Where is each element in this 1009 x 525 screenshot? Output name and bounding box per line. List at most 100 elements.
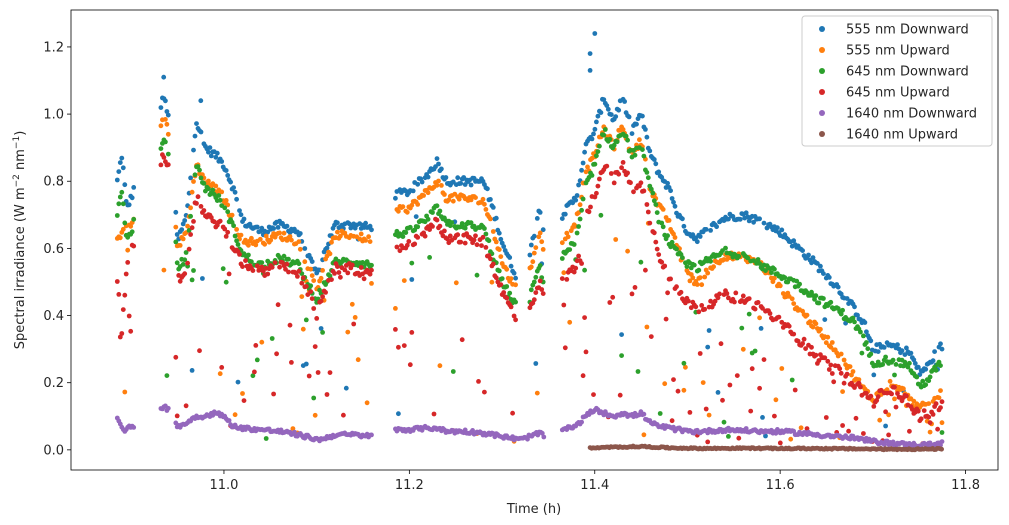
data-point — [853, 415, 859, 421]
data-point — [580, 196, 586, 202]
data-point — [450, 198, 456, 204]
data-point — [580, 160, 586, 166]
data-point — [259, 264, 265, 270]
data-point — [498, 282, 504, 287]
data-point — [231, 223, 237, 229]
data-point — [791, 301, 797, 306]
data-point — [861, 333, 866, 339]
data-point — [235, 242, 241, 247]
data-point — [122, 389, 128, 395]
data-point — [565, 234, 571, 240]
data-point — [582, 267, 587, 273]
data-point — [117, 160, 123, 166]
data-point — [797, 281, 802, 287]
data-point — [265, 271, 271, 277]
data-point — [607, 300, 613, 305]
data-point — [763, 268, 768, 273]
data-point — [513, 317, 518, 323]
data-point — [804, 426, 810, 431]
data-point — [681, 387, 687, 393]
data-point — [158, 105, 164, 110]
data-point — [690, 232, 696, 238]
data-point — [122, 220, 128, 226]
data-point — [825, 358, 831, 364]
data-point — [229, 212, 235, 218]
data-point — [821, 296, 826, 301]
data-point — [274, 351, 279, 357]
data-point — [161, 155, 167, 160]
data-point — [252, 369, 257, 375]
data-point — [223, 168, 229, 173]
data-point — [641, 153, 647, 159]
data-point — [828, 299, 834, 305]
data-point — [473, 195, 478, 201]
data-point — [838, 351, 844, 357]
data-point — [907, 360, 912, 366]
data-point — [369, 262, 374, 268]
data-point — [507, 290, 513, 296]
x-tick-label: 11.0 — [209, 478, 238, 493]
data-point — [201, 181, 207, 186]
data-point — [292, 429, 297, 435]
data-point — [829, 340, 835, 345]
data-point — [241, 216, 247, 222]
data-point — [597, 176, 602, 182]
data-point — [400, 204, 406, 210]
data-point — [595, 183, 601, 189]
data-point — [892, 372, 897, 378]
data-point — [188, 175, 194, 181]
data-point — [711, 264, 716, 270]
data-point — [403, 230, 409, 236]
legend-marker — [819, 131, 825, 137]
data-point — [740, 346, 746, 352]
data-point — [792, 387, 798, 393]
data-point — [769, 270, 774, 275]
data-point — [250, 373, 256, 379]
data-point — [911, 357, 917, 363]
data-point — [445, 236, 450, 242]
y-tick-label: 1.2 — [43, 40, 64, 55]
data-point — [795, 338, 801, 344]
data-point — [234, 196, 240, 202]
data-point — [116, 169, 122, 175]
data-point — [574, 230, 580, 236]
data-point — [644, 170, 650, 175]
data-point — [856, 380, 862, 386]
x-tick-label: 11.6 — [766, 478, 795, 493]
data-point — [837, 366, 843, 372]
data-point — [708, 228, 713, 233]
data-point — [480, 196, 486, 202]
data-point — [450, 369, 456, 374]
data-point — [318, 326, 324, 331]
data-point — [813, 352, 819, 358]
data-point — [119, 155, 125, 161]
data-point — [191, 147, 196, 153]
data-point — [206, 186, 211, 192]
data-point — [300, 275, 306, 281]
data-point — [777, 440, 783, 446]
data-point — [234, 227, 240, 232]
data-point — [865, 346, 871, 352]
data-point — [871, 404, 877, 409]
data-point — [296, 239, 302, 245]
data-point — [120, 226, 126, 232]
data-point — [188, 232, 194, 237]
data-point — [890, 357, 896, 363]
data-point — [470, 428, 475, 433]
data-point — [442, 192, 447, 197]
data-point — [437, 223, 443, 229]
data-point — [573, 197, 579, 203]
data-point — [488, 216, 493, 222]
data-point — [858, 384, 863, 390]
data-point — [488, 256, 493, 262]
data-point — [265, 229, 271, 235]
data-point — [647, 220, 653, 226]
data-point — [586, 209, 592, 215]
data-point — [219, 365, 225, 370]
data-point — [323, 290, 328, 295]
data-point — [779, 366, 785, 371]
x-tick-label: 11.2 — [395, 478, 424, 493]
data-point — [823, 415, 829, 420]
data-point — [579, 261, 584, 266]
data-point — [816, 358, 822, 363]
